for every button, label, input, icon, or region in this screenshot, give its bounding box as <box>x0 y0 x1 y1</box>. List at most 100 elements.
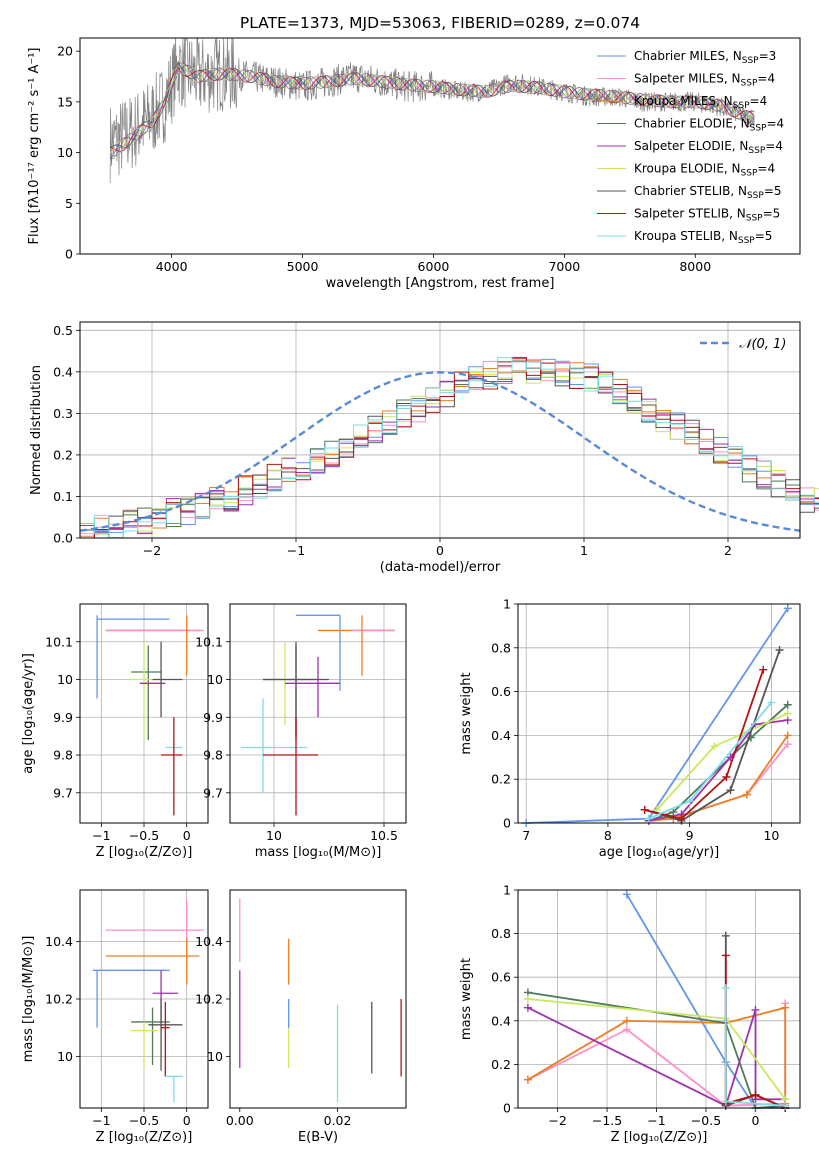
errorbar-point <box>161 1001 170 1077</box>
x-tick-label: 0 <box>436 543 444 558</box>
errorbar-point <box>296 614 341 691</box>
panel-mass-vs-EBV: 0.00 0.02 10 10.2 10.4 E(B-V) <box>195 889 407 1145</box>
y-tick-label: 9.7 <box>203 785 223 800</box>
x-tick-label: 0 <box>751 1113 759 1128</box>
legend-subscript: SSP <box>748 146 765 156</box>
legend-label-rest: =4 <box>757 72 775 86</box>
x-tick-label: −2 <box>548 1113 566 1128</box>
y-tick-label: 15 <box>57 94 73 109</box>
weight-marker <box>721 951 730 960</box>
weight-marker <box>751 1090 760 1099</box>
errorbar-point <box>126 641 162 740</box>
weight-marker <box>721 1097 730 1106</box>
x-axis-label: Z [log₁₀(Z/Z⊙)] <box>96 845 193 860</box>
x-tick-label: 6000 <box>418 259 450 274</box>
y-tick-label: 0 <box>503 816 511 831</box>
axes-frame <box>79 321 801 539</box>
x-axis-label: wavelength [Angstrom, rest frame] <box>326 276 555 291</box>
panel-spectrum: 4000 5000 6000 7000 8000 0 5 10 15 20 wavelength [… <box>27 37 801 291</box>
x-axis-label: mass [log₁₀(M/M⊙)] <box>255 845 382 860</box>
panel-weight-vs-Z: −2 −1.5 −1 −0.5 0 0 0.2 0.4 0.6 0.8 1 Z [log₁₀(Z/Z⊙… <box>459 883 801 1145</box>
weight-marker <box>742 790 751 799</box>
y-tick-label: 0.4 <box>491 1013 511 1028</box>
x-tick-label: −0.5 <box>129 828 159 843</box>
errorbar-point <box>131 1021 157 1068</box>
weight-marker <box>783 731 792 740</box>
x-tick-label: −1 <box>287 543 305 558</box>
y-tick-label: 10 <box>57 1049 73 1064</box>
y-tick-label: 0.8 <box>491 926 511 941</box>
x-tick-label: −2 <box>143 543 161 558</box>
histogram-series <box>80 359 819 528</box>
errorbar-point <box>285 656 340 718</box>
legend-subscript: SSP <box>747 191 764 201</box>
errorbar-points <box>239 898 402 1103</box>
axes-frame <box>517 889 801 1109</box>
y-tick-label: 10.2 <box>45 992 73 1007</box>
y-tick-label: 20 <box>57 44 73 59</box>
weight-marker <box>726 786 735 795</box>
model-spectrum-line <box>109 64 755 160</box>
weight-marker <box>722 773 731 782</box>
x-tick-label: 10 <box>266 828 282 843</box>
x-tick-label: −1 <box>92 828 110 843</box>
legend-subscript: SSP <box>741 79 758 89</box>
x-tick-label: −0.5 <box>129 1113 159 1128</box>
y-tick-label: 10.2 <box>195 992 223 1007</box>
weight-marker <box>523 1003 532 1012</box>
axes-frame <box>229 603 407 824</box>
legend-label-rest: =4 <box>765 139 783 153</box>
x-tick-label: 10 <box>763 828 779 843</box>
x-tick-label: −0.5 <box>691 1113 721 1128</box>
weight-marker <box>622 1025 631 1034</box>
weight-marker <box>783 700 792 709</box>
y-tick-label: 10.4 <box>45 934 73 949</box>
weight-marker <box>721 931 730 940</box>
x-tick-label: −1 <box>92 1113 110 1128</box>
y-axis-label: mass weight <box>459 958 474 1040</box>
y-tick-label: 5 <box>65 196 73 211</box>
y-tick-label: 0.8 <box>491 640 511 655</box>
y-tick-label: 0 <box>503 1101 511 1116</box>
weight-marker <box>644 814 653 823</box>
legend-label-rest: =5 <box>764 184 782 198</box>
weight-line <box>648 701 773 820</box>
x-axis-label: Z [log₁₀(Z/Z⊙)] <box>96 1130 193 1145</box>
y-axis-label: mass weight <box>459 672 474 754</box>
weight-marker <box>783 604 792 613</box>
weight-marker <box>640 805 649 814</box>
weight-marker <box>767 698 776 707</box>
axes-frame <box>79 603 209 824</box>
weight-marker <box>759 665 768 674</box>
y-tick-label: 0.5 <box>53 323 73 338</box>
weight-marker <box>721 984 730 993</box>
x-tick-label: 0.00 <box>226 1113 254 1128</box>
x-tick-label: 7 <box>522 828 530 843</box>
y-tick-label: 9.8 <box>53 748 73 763</box>
weight-marker <box>781 1003 790 1012</box>
y-tick-label: 9.9 <box>53 710 73 725</box>
y-tick-label: 0.4 <box>53 364 73 379</box>
legend-subscript: SSP <box>746 214 763 224</box>
weight-line <box>527 991 786 1109</box>
weight-line <box>644 649 781 822</box>
y-tick-label: 1 <box>503 597 511 612</box>
histograms <box>79 356 819 539</box>
weight-lines <box>522 604 792 827</box>
x-axis-label: age [log₁₀(age/yr)] <box>599 845 720 860</box>
legend-subscript: SSP <box>738 236 755 246</box>
y-axis-label: mass [log₁₀(M/M⊙)] <box>21 936 36 1063</box>
x-tick-label: 0.02 <box>324 1113 352 1128</box>
errorbar-point <box>152 641 183 718</box>
weight-lines <box>523 890 790 1112</box>
x-tick-label: 7000 <box>548 259 580 274</box>
axes-frame <box>517 603 801 824</box>
y-tick-label: 10.1 <box>195 634 223 649</box>
legend-subscript: SSP <box>741 169 758 179</box>
weight-marker <box>710 742 719 751</box>
y-axis-label: Flux [fλ10⁻¹⁷ erg cm⁻² s⁻¹ A⁻¹] <box>27 48 42 245</box>
legend-label-rest: =5 <box>755 229 773 243</box>
x-tick-label: 9 <box>686 828 694 843</box>
x-tick-label: 10.5 <box>370 828 398 843</box>
x-axis-label: (data-model)/error <box>380 560 501 575</box>
